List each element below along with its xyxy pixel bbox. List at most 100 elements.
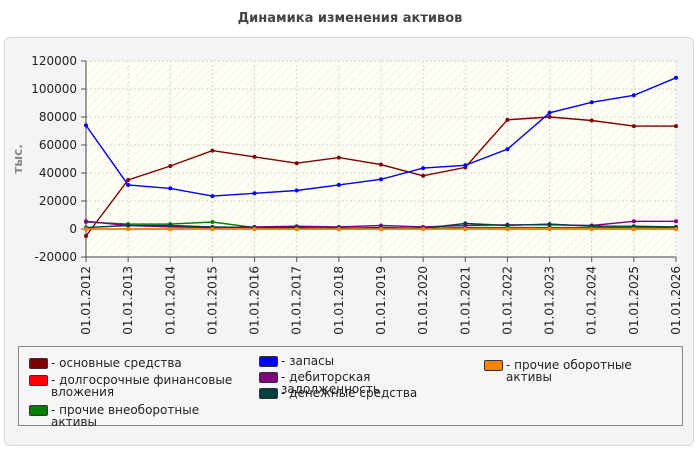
x-tick-label: 01.01.2023	[543, 266, 557, 335]
legend-item: - запасы	[259, 355, 464, 367]
x-tick-label: 01.01.2013	[121, 266, 135, 335]
legend-item: - долгосрочные финансовые вложения	[29, 374, 244, 398]
series-point-1	[421, 173, 426, 178]
series-point-4	[547, 110, 552, 115]
y-tick-label: -20000	[34, 250, 77, 264]
series-point-1	[84, 234, 88, 238]
series-point-1	[547, 115, 552, 119]
chart-legend: - основные средства - долгосрочные финанс…	[18, 346, 683, 428]
series-point-1	[631, 124, 636, 129]
x-tick-label: 01.01.2022	[500, 266, 514, 335]
series-point-1	[294, 161, 299, 166]
legend-item: - денежные средства	[259, 387, 464, 399]
legend-label: - прочие оборотные активы	[506, 358, 632, 384]
y-tick-label: 60000	[39, 138, 77, 152]
series-point-6	[463, 221, 468, 226]
series-point-5	[631, 219, 636, 224]
series-point-4	[168, 186, 173, 191]
series-point-4	[252, 191, 257, 196]
series-point-7	[463, 227, 468, 231]
y-tick-label: 80000	[39, 110, 77, 124]
x-tick-label: 01.01.2019	[374, 266, 388, 335]
series-point-1	[589, 118, 594, 123]
x-tick-label: 01.01.2017	[290, 266, 304, 335]
series-point-4	[674, 75, 678, 80]
x-tick-label: 01.01.2012	[79, 266, 93, 335]
series-point-7	[168, 227, 173, 231]
legend-label: - запасы	[281, 354, 335, 368]
legend-swatch	[29, 358, 48, 369]
x-tick-label: 01.01.2026	[669, 266, 683, 335]
series-point-1	[126, 178, 131, 182]
series-point-5	[84, 219, 88, 224]
series-point-7	[252, 227, 257, 231]
legend-swatch	[259, 356, 278, 367]
legend-label: - долгосрочные финансовые вложения	[51, 373, 233, 399]
series-point-4	[126, 182, 131, 187]
series-point-1	[336, 155, 341, 160]
legend-label: - дебиторская задолженность	[281, 370, 380, 396]
series-point-1	[505, 117, 510, 122]
x-tick-label: 01.01.2020	[416, 266, 430, 335]
y-axis-label: тыс.	[11, 144, 25, 173]
y-tick-label: 20000	[39, 194, 77, 208]
series-point-7	[505, 227, 510, 231]
series-point-6	[126, 223, 131, 228]
legend-item: - основные средства	[29, 357, 244, 369]
series-point-4	[336, 182, 341, 187]
series-point-4	[210, 194, 215, 199]
series-point-1	[210, 148, 215, 153]
y-tick-label: 0	[69, 222, 77, 236]
chart-title: Динамика изменения активов	[237, 11, 463, 26]
legend-item: - дебиторская задолженность	[259, 371, 464, 395]
y-tick-label: 120000	[31, 54, 77, 68]
legend-item: - прочие оборотные активы	[484, 359, 679, 383]
x-tick-label: 01.01.2021	[458, 266, 472, 335]
series-point-1	[674, 124, 678, 129]
legend-label: - прочие внеоборотные активы	[51, 403, 200, 429]
series-point-4	[463, 163, 468, 168]
series-point-3	[210, 220, 215, 224]
legend-item: - прочие внеоборотные активы	[29, 404, 244, 428]
series-point-6	[547, 222, 552, 227]
legend-swatch	[484, 360, 503, 371]
legend-swatch	[259, 388, 278, 399]
series-point-7	[336, 227, 341, 231]
series-point-1	[252, 154, 257, 159]
series-point-1	[168, 164, 173, 168]
legend-label: - денежные средства	[281, 386, 418, 400]
series-point-4	[505, 147, 510, 152]
series-point-5	[674, 219, 678, 224]
y-tick-label: 100000	[31, 82, 77, 96]
legend-swatch	[29, 405, 48, 416]
series-point-4	[294, 188, 299, 193]
series-point-4	[589, 100, 594, 105]
series-point-7	[674, 227, 678, 231]
series-point-7	[294, 227, 299, 231]
x-tick-label: 01.01.2014	[163, 266, 177, 335]
series-point-4	[421, 166, 426, 171]
series-point-1	[379, 162, 383, 167]
series-point-7	[631, 227, 636, 231]
series-point-4	[631, 93, 636, 98]
series-point-7	[421, 227, 426, 231]
series-point-4	[84, 123, 88, 128]
x-tick-label: 01.01.2024	[585, 266, 599, 335]
series-point-6	[631, 224, 636, 229]
x-tick-label: 01.01.2018	[332, 266, 346, 335]
series-point-6	[168, 223, 173, 228]
legend-label: - основные средства	[51, 356, 182, 370]
legend-swatch	[259, 372, 278, 383]
x-tick-label: 01.01.2015	[205, 266, 219, 335]
series-point-7	[589, 227, 594, 231]
series-point-7	[547, 227, 552, 231]
series-point-7	[210, 227, 215, 231]
x-tick-label: 01.01.2016	[248, 266, 262, 335]
y-tick-label: 40000	[39, 166, 77, 180]
series-point-6	[505, 223, 510, 228]
series-point-7	[126, 227, 131, 231]
series-point-6	[589, 224, 594, 229]
series-point-7	[379, 227, 383, 231]
x-tick-label: 01.01.2025	[627, 266, 641, 335]
